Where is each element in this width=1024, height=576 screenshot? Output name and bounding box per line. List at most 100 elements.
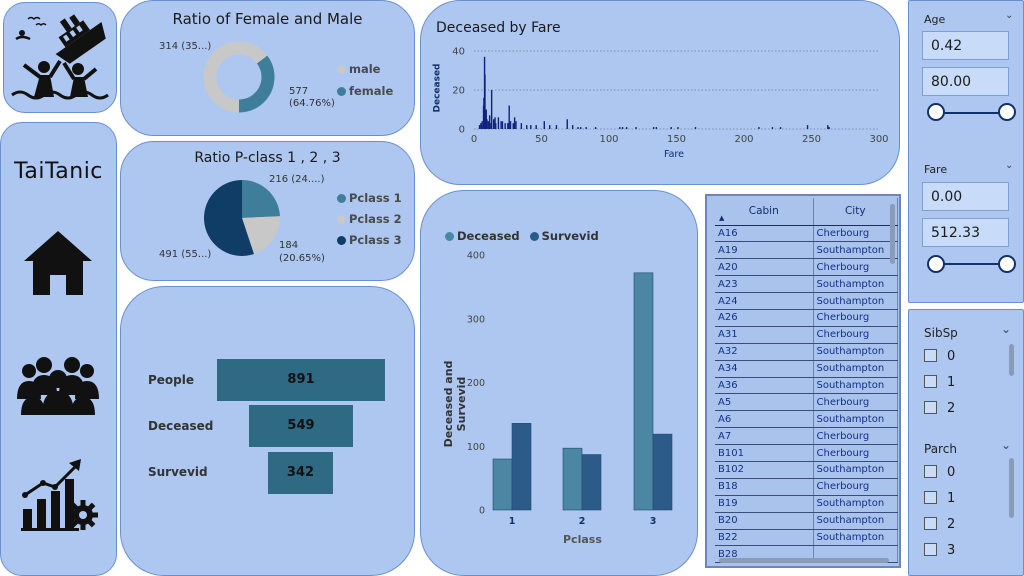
column-header-city[interactable]: City xyxy=(813,198,898,226)
table-row[interactable]: B101 Cherbourg xyxy=(715,444,898,462)
fare-bar[interactable] xyxy=(535,125,537,129)
fare-bar[interactable] xyxy=(771,127,774,129)
fare-bar[interactable] xyxy=(580,127,582,129)
bar-deceased-pclass1[interactable] xyxy=(492,458,513,511)
age-min-input[interactable]: 0.42 xyxy=(922,31,1009,60)
fare-slider-max-handle[interactable] xyxy=(998,255,1016,273)
table-row[interactable]: A34 Southampton xyxy=(715,360,898,378)
legend-deceased[interactable]: Deceased xyxy=(445,229,520,243)
fare-bar[interactable] xyxy=(508,105,510,129)
fare-bar[interactable] xyxy=(670,127,672,129)
legend-pclass2[interactable]: Pclass 2 xyxy=(337,212,402,226)
fare-bar[interactable] xyxy=(526,125,528,129)
table-row[interactable]: A19 Southampton xyxy=(715,241,898,260)
fare-bar[interactable] xyxy=(555,125,558,129)
fare-bar[interactable] xyxy=(779,127,782,129)
table-row[interactable]: A31 Cherbourg xyxy=(715,326,898,344)
home-icon[interactable] xyxy=(22,227,94,299)
fare-bar[interactable] xyxy=(512,123,514,129)
fare-bar[interactable] xyxy=(652,127,655,129)
fare-bar[interactable] xyxy=(621,127,624,129)
chevron-down-icon[interactable]: ⌄ xyxy=(1001,322,1012,336)
sibsp-option-2[interactable]: 2 xyxy=(924,401,955,416)
fare-bar[interactable] xyxy=(549,125,551,129)
growth-chart-gear-icon[interactable] xyxy=(17,457,103,533)
bar-deceased-pclass2[interactable] xyxy=(562,447,583,511)
fare-bar[interactable] xyxy=(566,119,568,129)
bar-survevid-pclass2[interactable] xyxy=(581,454,602,511)
table-row[interactable]: B22 Southampton xyxy=(715,529,898,547)
fare-bar[interactable] xyxy=(500,121,502,129)
checkbox[interactable] xyxy=(924,491,937,504)
checkbox[interactable] xyxy=(924,543,937,556)
fare-bar[interactable] xyxy=(655,127,658,129)
fare-min-input[interactable]: 0.00 xyxy=(922,182,1009,211)
chevron-down-icon[interactable]: ⌄ xyxy=(1005,160,1014,171)
table-row[interactable]: B18 Cherbourg xyxy=(715,478,898,496)
checkbox[interactable] xyxy=(924,517,937,530)
fare-bar[interactable] xyxy=(487,121,489,129)
fare-bar[interactable] xyxy=(497,117,500,129)
fare-bar[interactable] xyxy=(577,127,579,129)
checkbox[interactable] xyxy=(924,401,937,414)
fare-histogram[interactable]: 0 20 40 0 50 100 150 200 250 300 xyxy=(421,1,900,185)
table-vertical-scrollbar[interactable] xyxy=(890,204,895,264)
legend-pclass1[interactable]: Pclass 1 xyxy=(337,191,402,205)
funnel-bar-people[interactable]: 891 xyxy=(217,359,385,401)
fare-bar[interactable] xyxy=(509,121,512,129)
fare-bar[interactable] xyxy=(488,115,491,129)
checkbox[interactable] xyxy=(924,465,937,478)
table-row[interactable]: A24 Southampton xyxy=(715,292,898,310)
pie-slice-pclass1[interactable] xyxy=(242,180,280,218)
table-row[interactable]: B102 Southampton xyxy=(715,461,898,479)
fare-bar[interactable] xyxy=(625,127,628,129)
fare-bar[interactable] xyxy=(495,123,497,129)
table-row[interactable]: A7 Cherbourg xyxy=(715,427,898,446)
fare-bar[interactable] xyxy=(486,119,488,129)
fare-bar[interactable] xyxy=(513,117,516,129)
age-slider-min-handle[interactable] xyxy=(927,103,945,121)
chevron-down-icon[interactable]: ⌄ xyxy=(1005,10,1014,21)
cabin-city-table[interactable]: Cabin ▲ City A16 Cherbourg A19 Southampton A… xyxy=(705,194,901,568)
sort-ascending-icon[interactable]: ▲ xyxy=(719,213,725,222)
table-row[interactable]: B19 Southampton xyxy=(715,495,898,513)
fare-max-input[interactable]: 512.33 xyxy=(922,218,1009,247)
fare-bar[interactable] xyxy=(571,125,574,129)
people-group-icon[interactable] xyxy=(15,355,101,417)
bar-survevid-pclass1[interactable] xyxy=(511,423,532,511)
age-max-input[interactable]: 80.00 xyxy=(922,67,1009,96)
legend-female[interactable]: female xyxy=(337,84,393,98)
parch-scrollbar[interactable] xyxy=(1009,458,1014,518)
funnel-bar-survived[interactable]: 342 xyxy=(268,452,333,494)
fare-bar[interactable] xyxy=(828,127,830,129)
fare-bar[interactable] xyxy=(806,125,809,129)
fare-bar[interactable] xyxy=(501,121,504,129)
age-slider-max-handle[interactable] xyxy=(998,103,1016,121)
parch-option-3[interactable]: 3 xyxy=(924,543,955,558)
fare-bar[interactable] xyxy=(758,127,760,129)
parch-option-2[interactable]: 2 xyxy=(924,517,955,532)
pie-slice-pclass3[interactable] xyxy=(203,180,254,256)
fare-bar[interactable] xyxy=(827,125,829,129)
fare-bar[interactable] xyxy=(507,123,509,129)
fare-bar[interactable] xyxy=(543,121,545,129)
gender-donut-chart[interactable] xyxy=(201,39,277,115)
parch-option-0[interactable]: 0 xyxy=(924,465,955,480)
table-horizontal-scrollbar[interactable] xyxy=(719,558,889,563)
fare-bar[interactable] xyxy=(480,123,482,129)
fare-slider-min-handle[interactable] xyxy=(927,255,945,273)
pclass-grouped-bar-chart[interactable]: 0 100 200 300 400 1 2 3 xyxy=(421,191,698,576)
age-slider-track[interactable] xyxy=(939,112,1003,114)
fare-bar[interactable] xyxy=(594,127,597,129)
table-row[interactable]: A32 Southampton xyxy=(715,343,898,361)
fare-bar[interactable] xyxy=(677,127,679,129)
fare-bar[interactable] xyxy=(619,127,621,129)
table-row[interactable]: A36 Southampton xyxy=(715,377,898,395)
fare-bar[interactable] xyxy=(478,125,481,129)
table-row[interactable]: A26 Cherbourg xyxy=(715,309,898,327)
checkbox[interactable] xyxy=(924,349,937,362)
sibsp-scrollbar[interactable] xyxy=(1009,344,1014,376)
parch-option-1[interactable]: 1 xyxy=(924,491,955,506)
donut-slice-female[interactable] xyxy=(203,41,275,113)
legend-pclass3[interactable]: Pclass 3 xyxy=(337,233,402,247)
